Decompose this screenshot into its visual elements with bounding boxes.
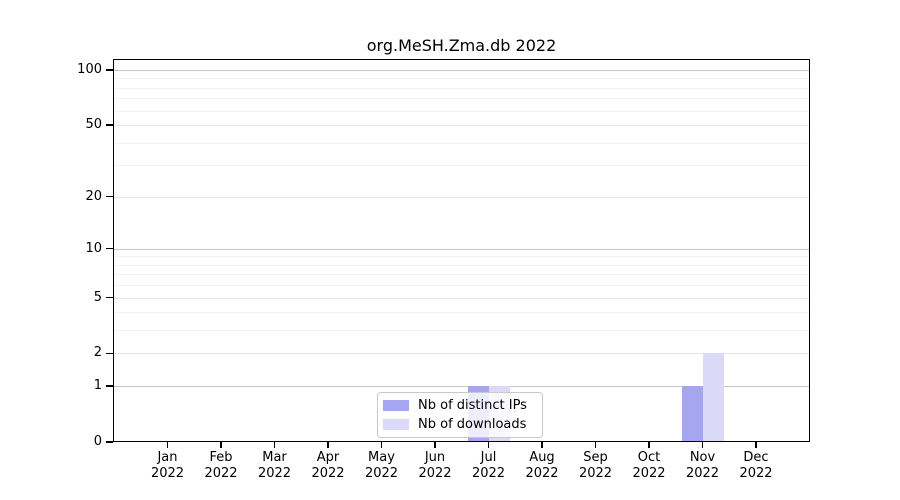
grid-line [113, 98, 810, 100]
x-tick [755, 442, 757, 448]
x-tick-label: Jul 2022 [471, 450, 506, 481]
y-tick-label: 5 [93, 289, 102, 305]
x-tick [594, 442, 597, 448]
y-tick-label: 50 [85, 117, 102, 133]
legend: Nb of distinct IPs Nb of downloads [377, 392, 543, 438]
y-tick-label: 2 [93, 345, 102, 361]
y-tick-label: 0 [93, 434, 102, 449]
x-tick [166, 442, 169, 448]
x-tick-label: Apr 2022 [311, 450, 345, 481]
legend-swatch-downloads [383, 419, 409, 431]
x-tick-label: Jan 2022 [150, 450, 185, 481]
x-tick [327, 442, 329, 448]
grid-line [113, 274, 810, 276]
plot-area [113, 59, 810, 442]
grid-line [113, 386, 810, 388]
bar-nb-of-distinct-ips [681, 386, 703, 442]
x-tick [380, 442, 383, 448]
x-tick [541, 442, 543, 448]
grid-line [113, 70, 810, 71]
grid-line [113, 264, 810, 266]
x-tick-label: Mar 2022 [257, 450, 292, 481]
x-tick-label: Nov 2022 [685, 450, 720, 481]
x-tick [273, 442, 276, 448]
x-tick-label: Aug 2022 [525, 450, 559, 481]
legend-swatch-distinct-ips [383, 399, 409, 411]
chart-title: org.MeSH.Zma.db 2022 [366, 36, 557, 55]
y-tick [106, 195, 113, 198]
legend-label-downloads: Nb of downloads [418, 417, 527, 433]
grid-line [113, 165, 810, 167]
y-tick [106, 124, 113, 126]
legend-item-downloads: Nb of downloads [383, 417, 537, 434]
x-tick [487, 442, 490, 448]
x-tick-label: Jun 2022 [418, 450, 452, 481]
grid-line [113, 110, 810, 112]
x-tick-label: Oct 2022 [632, 450, 666, 481]
x-tick-label: May 2022 [364, 450, 399, 481]
y-tick [106, 385, 113, 387]
grid-line [113, 248, 810, 250]
grid-line [113, 312, 810, 314]
legend-label-distinct-ips: Nb of distinct IPs [418, 397, 527, 413]
x-tick [434, 442, 436, 448]
x-tick [648, 442, 650, 448]
x-tick-label: Sep 2022 [578, 450, 613, 481]
bar-nb-of-downloads [702, 353, 724, 442]
grid-line [113, 297, 810, 299]
grid-line [113, 353, 810, 355]
grid-line [113, 196, 810, 198]
grid-line [113, 87, 810, 89]
y-tick-label: 10 [85, 240, 102, 256]
x-tick [701, 442, 704, 448]
y-tick [106, 441, 113, 443]
grid-line [113, 78, 810, 80]
grid-line [113, 330, 810, 332]
y-tick [106, 248, 113, 250]
grid-line [113, 285, 810, 287]
y-tick [106, 296, 113, 299]
y-tick-label: 1 [93, 378, 102, 394]
grid-line [113, 125, 810, 127]
x-tick-label: Feb 2022 [204, 450, 238, 481]
legend-item-distinct-ips: Nb of distinct IPs [383, 397, 537, 414]
grid-line [113, 142, 810, 144]
y-tick [106, 69, 113, 71]
x-tick [220, 442, 222, 448]
y-tick-label: 100 [77, 62, 102, 77]
y-tick-label: 20 [85, 188, 102, 204]
grid-line [113, 256, 810, 258]
y-tick [106, 352, 113, 355]
x-tick-label: Dec 2022 [739, 450, 773, 481]
